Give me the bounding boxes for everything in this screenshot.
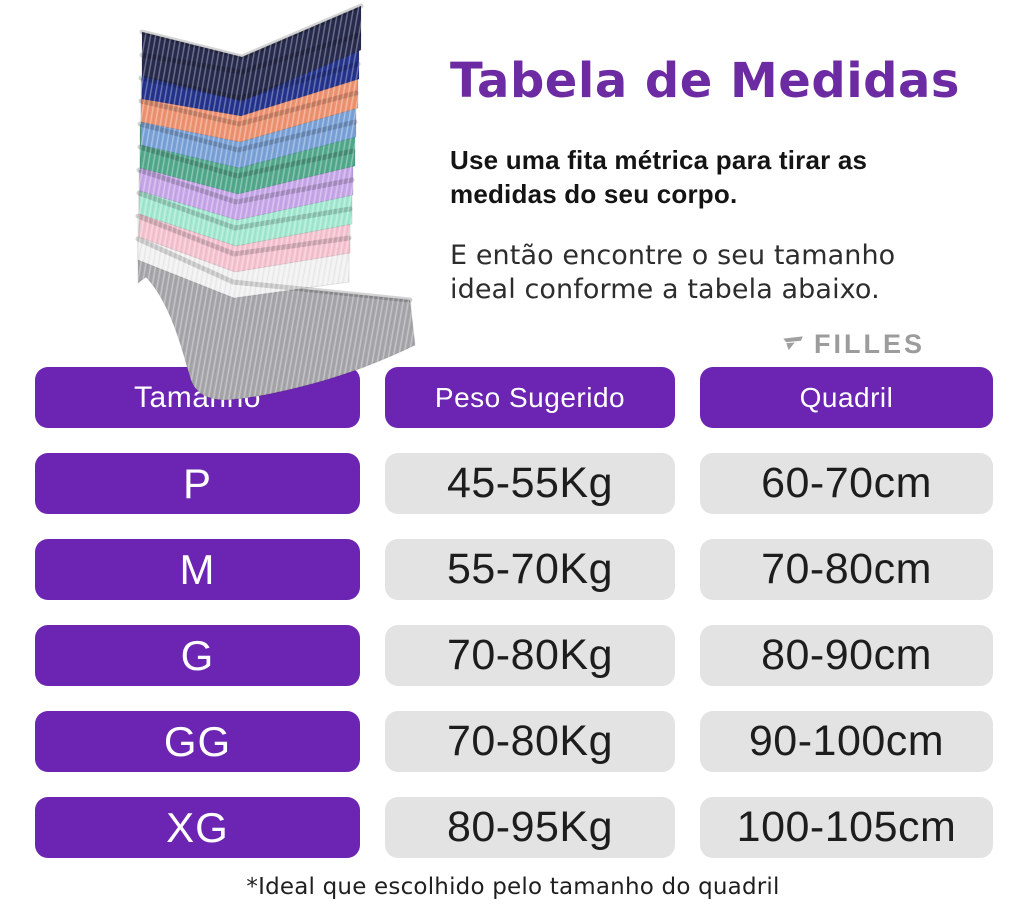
rib-texture [138,6,415,400]
weight-cell-gg: 70-80Kg [385,711,675,772]
size-cell-g: G [35,625,360,686]
intro-block: Tabela de Medidas Use uma fita métrica p… [450,53,960,360]
brand-name: FILLES [814,328,925,359]
hip-cell-p: 60-70cm [700,453,993,514]
column-header-peso-sugerido: Peso Sugerido [385,367,675,428]
brand-f-icon [783,336,803,351]
panties-stack-photo [135,3,416,401]
size-table: Tamanho Peso Sugerido Quadril P 45-55Kg … [35,367,993,858]
size-cell-p: P [35,453,360,514]
hip-cell-m: 70-80cm [700,539,993,600]
column-header-quadril: Quadril [700,367,993,428]
instruction-secondary: E então encontre o seu tamanho ideal con… [450,240,896,306]
weight-cell-xg: 80-95Kg [385,797,675,858]
weight-cell-g: 70-80Kg [385,625,675,686]
footnote: *Ideal que escolhido pelo tamanho do qua… [246,874,780,900]
size-cell-xg: XG [35,797,360,858]
instruction-bold: Use uma fita métrica para tirar as medid… [450,144,868,209]
page-title: Tabela de Medidas [450,53,960,109]
hip-cell-gg: 90-100cm [700,711,993,772]
weight-cell-m: 55-70Kg [385,539,675,600]
hip-cell-xg: 100-105cm [700,797,993,858]
size-cell-gg: GG [35,711,360,772]
size-cell-m: M [35,539,360,600]
brand-logo: FILLES [450,329,955,360]
hip-cell-g: 80-90cm [700,625,993,686]
weight-cell-p: 45-55Kg [385,453,675,514]
